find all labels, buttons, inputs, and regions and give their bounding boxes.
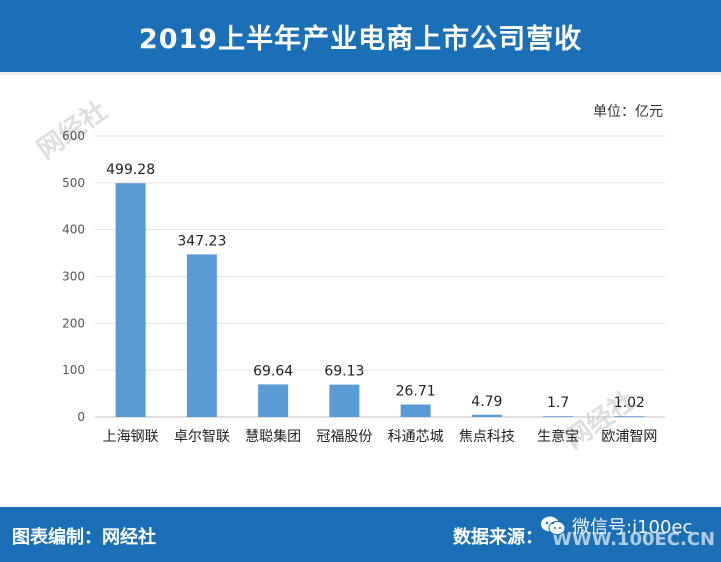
chart-title: 2019上半年产业电商上市公司营收 — [138, 23, 583, 55]
y-tick-label: 600 — [62, 129, 85, 143]
x-tick-label: 生意宝 — [537, 428, 579, 445]
data-label: 1.02 — [614, 395, 645, 411]
bar-6 — [543, 416, 574, 417]
bar-5 — [471, 414, 502, 417]
wechat-icon — [540, 515, 566, 537]
bar-chart: 0 100 200 300 400 500 600 499.28 上海钢联 347.23 卓尔智联 6… — [62, 129, 665, 445]
x-tick-label: 上海钢联 — [103, 429, 159, 445]
data-label: 499.28 — [106, 162, 155, 178]
footer-url: WWW.100EC.CN — [552, 529, 716, 550]
bar-7 — [614, 416, 645, 417]
bar-4 — [400, 404, 431, 417]
data-label: 1.7 — [547, 395, 569, 411]
data-label: 4.79 — [471, 394, 502, 410]
wechat-badge: 微信号:i100ec — [540, 512, 692, 540]
wechat-id: 微信号:i100ec — [572, 517, 693, 538]
bar-3 — [329, 384, 360, 417]
data-label: 69.13 — [324, 364, 364, 380]
x-tick-label: 科通芯城 — [388, 429, 444, 445]
unit-label: 单位：亿元 — [593, 104, 663, 120]
data-label: 69.64 — [253, 363, 293, 379]
footer-bar: 图表编制：网经社 数据来源： WWW.100EC.CN — [0, 507, 721, 562]
bar-1 — [186, 254, 217, 417]
bar-0 — [115, 183, 146, 417]
x-tick-label: 冠福股份 — [316, 429, 372, 445]
data-label: 26.71 — [396, 383, 436, 399]
y-tick-label: 400 — [62, 223, 85, 237]
footer-compiler: 图表编制：网经社 — [12, 527, 156, 548]
x-tick-label: 焦点科技 — [459, 429, 515, 445]
bar-2 — [258, 384, 289, 417]
y-tick-label: 200 — [62, 316, 85, 330]
chart-header: 2019上半年产业电商上市公司营收 — [0, 0, 721, 72]
header-divider — [0, 72, 721, 75]
x-tick-label: 慧聪集团 — [245, 428, 301, 445]
y-tick-label: 300 — [62, 270, 85, 284]
y-tick-label: 500 — [62, 176, 85, 190]
data-label: 347.23 — [177, 233, 226, 249]
x-tick-label: 卓尔智联 — [174, 429, 230, 445]
x-tick-label: 欧浦智网 — [601, 429, 657, 445]
footer-source: 数据来源： — [453, 527, 543, 548]
y-tick-label: 0 — [77, 410, 85, 424]
y-tick-label: 100 — [62, 363, 85, 377]
